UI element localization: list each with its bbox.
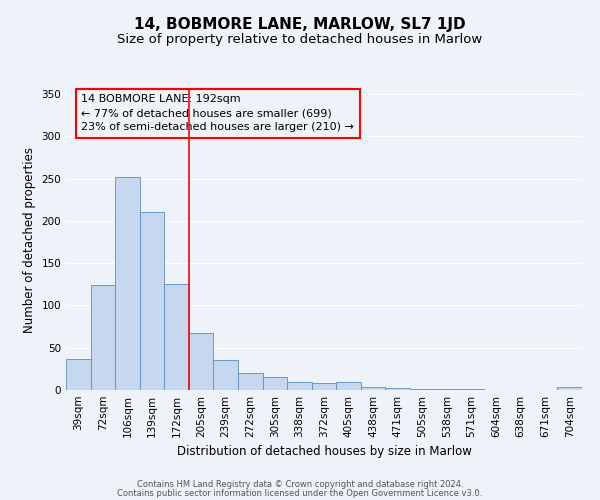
Text: Contains public sector information licensed under the Open Government Licence v3: Contains public sector information licen… [118, 488, 482, 498]
Bar [263, 378, 287, 390]
Bar [287, 382, 312, 390]
Bar [115, 177, 140, 390]
X-axis label: Distribution of detached houses by size in Marlow: Distribution of detached houses by size … [176, 446, 472, 458]
Text: 14 BOBMORE LANE: 192sqm
← 77% of detached houses are smaller (699)
23% of semi-d: 14 BOBMORE LANE: 192sqm ← 77% of detache… [82, 94, 355, 132]
Bar [164, 284, 189, 390]
Y-axis label: Number of detached properties: Number of detached properties [23, 147, 36, 333]
Bar [459, 389, 484, 390]
Bar [385, 388, 410, 390]
Bar [434, 389, 459, 390]
Bar [312, 383, 336, 390]
Text: Size of property relative to detached houses in Marlow: Size of property relative to detached ho… [118, 32, 482, 46]
Text: Contains HM Land Registry data © Crown copyright and database right 2024.: Contains HM Land Registry data © Crown c… [137, 480, 463, 489]
Bar [336, 382, 361, 390]
Bar [66, 358, 91, 390]
Bar [410, 389, 434, 390]
Text: 14, BOBMORE LANE, MARLOW, SL7 1JD: 14, BOBMORE LANE, MARLOW, SL7 1JD [134, 18, 466, 32]
Bar [91, 285, 115, 390]
Bar [361, 386, 385, 390]
Bar [140, 212, 164, 390]
Bar [214, 360, 238, 390]
Bar [557, 388, 582, 390]
Bar [238, 373, 263, 390]
Bar [189, 332, 214, 390]
